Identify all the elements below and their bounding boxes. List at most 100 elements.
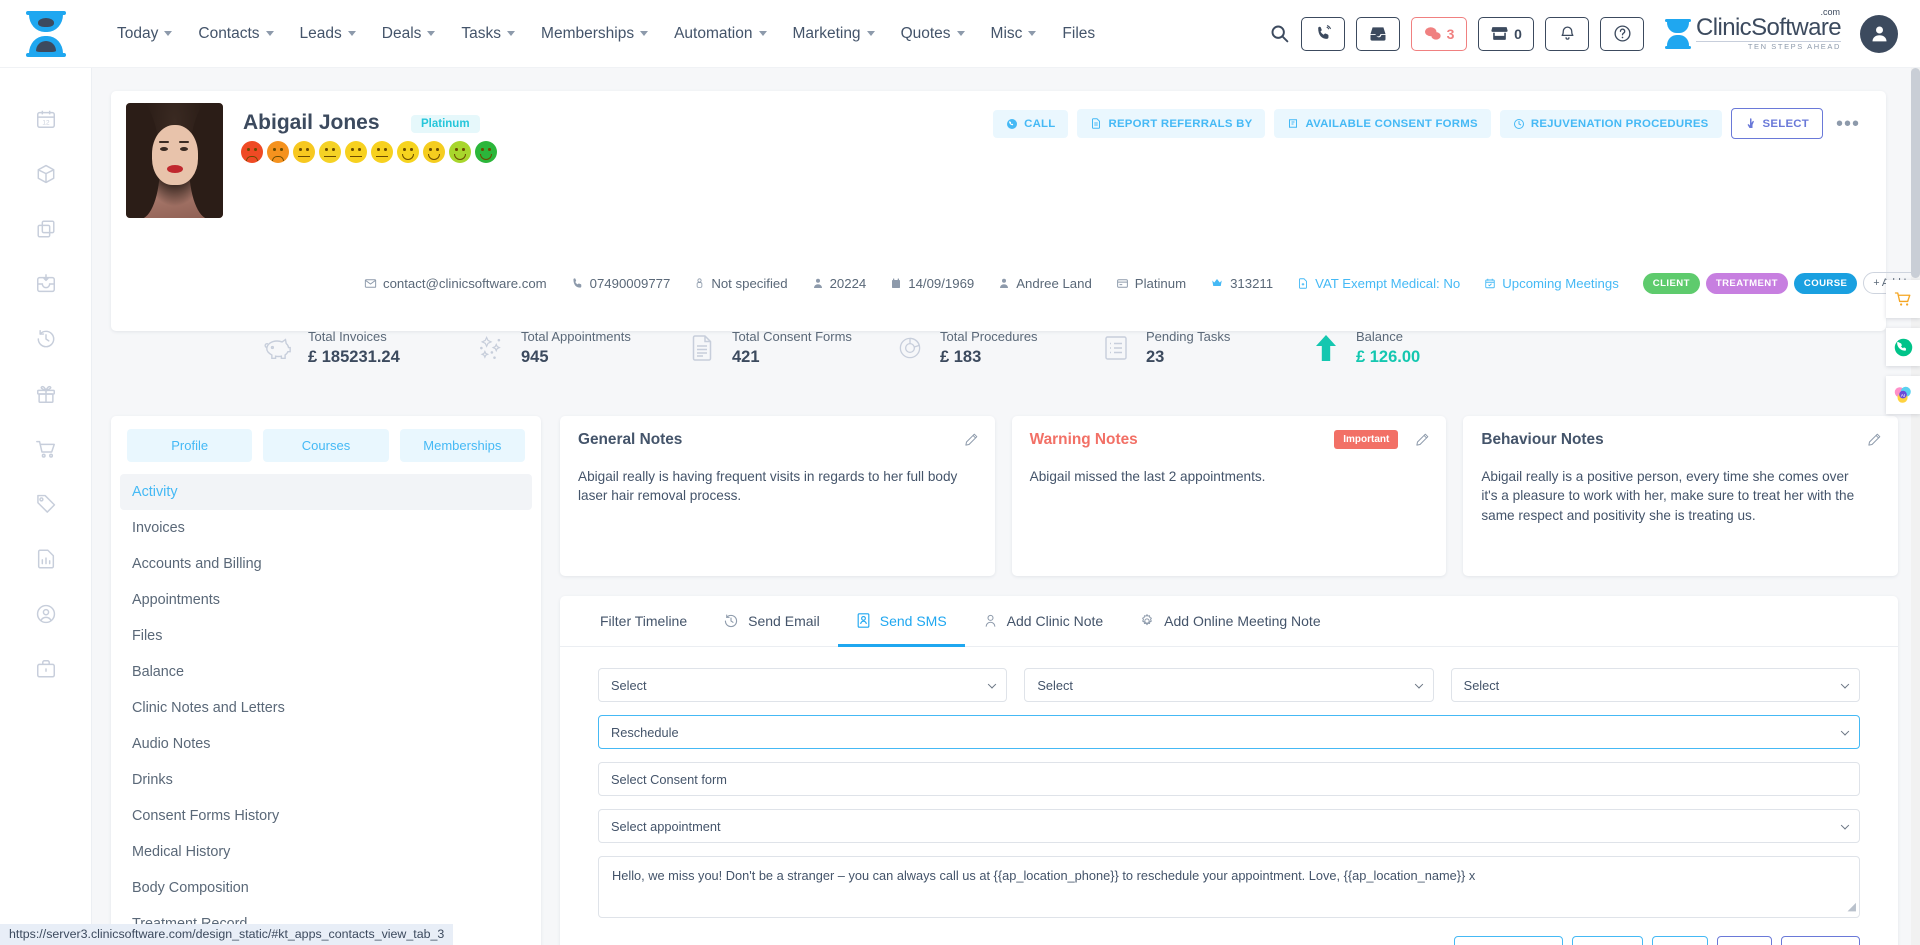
status-badge-treatment[interactable]: TREATMENT — [1705, 272, 1788, 294]
tab-filter-timeline[interactable]: Filter Timeline — [582, 597, 705, 647]
sidebar-item-consent-forms-history[interactable]: Consent Forms History — [132, 808, 280, 824]
sidebar-item-activity[interactable]: Activity — [120, 474, 532, 510]
call-shortcut-button[interactable] — [1886, 328, 1920, 366]
satisfaction-face-7[interactable] — [397, 141, 419, 163]
menu-item-deals[interactable]: Deals — [369, 15, 449, 53]
schedule-button[interactable]: Schedule — [1781, 936, 1860, 945]
satisfaction-face-5[interactable] — [345, 141, 367, 163]
inbox-download-icon[interactable] — [35, 273, 57, 295]
sidebar-item-drinks[interactable]: Drinks — [132, 772, 173, 788]
ai-assistant-button[interactable]: AI — [1886, 376, 1920, 414]
help-button[interactable] — [1600, 16, 1644, 51]
menu-item-today[interactable]: Today — [104, 15, 185, 53]
satisfaction-face-2[interactable] — [267, 141, 289, 163]
menu-item-marketing[interactable]: Marketing — [780, 15, 888, 53]
inbox-button[interactable] — [1356, 16, 1400, 51]
action-report-referrals-by[interactable]: REPORT REFERRALS BY — [1077, 109, 1266, 138]
sidebar-item-medical-history[interactable]: Medical History — [132, 844, 231, 860]
messages-button[interactable]: 3 — [1411, 16, 1467, 51]
menu-item-tasks[interactable]: Tasks — [448, 15, 528, 53]
sidebar-item-balance[interactable]: Balance — [132, 664, 185, 680]
notifications-button[interactable] — [1545, 16, 1589, 51]
history-icon[interactable] — [35, 328, 57, 350]
satisfaction-face-3[interactable] — [293, 141, 315, 163]
appointment-select[interactable]: Select appointment — [598, 809, 1860, 843]
copy-icon[interactable] — [35, 218, 57, 240]
satisfaction-face-8[interactable] — [423, 141, 445, 163]
menu-item-contacts[interactable]: Contacts — [185, 15, 286, 53]
tab-send-sms[interactable]: Send SMS — [837, 596, 965, 647]
menu-item-automation[interactable]: Automation — [661, 15, 779, 53]
cart-icon[interactable] — [35, 438, 57, 460]
preview-button[interactable]: Preview — [1572, 936, 1643, 945]
user-avatar[interactable] — [1860, 14, 1898, 53]
search-icon[interactable] — [1269, 23, 1290, 44]
sms-select-2[interactable]: Select — [1024, 668, 1434, 702]
sms-select-3[interactable]: Select — [1450, 668, 1860, 702]
action-select[interactable]: SELECT — [1730, 108, 1823, 139]
sidebar-item-body-composition[interactable]: Body Composition — [132, 880, 249, 896]
action-available-consent-forms[interactable]: AVAILABLE CONSENT FORMS — [1274, 109, 1491, 138]
meta-calendar-check[interactable]: Upcoming Meetings — [1484, 276, 1619, 291]
cart-shortcut-button[interactable] — [1886, 280, 1920, 318]
tab-add-clinic-note[interactable]: Add Clinic Note — [965, 597, 1122, 647]
resize-grip-icon[interactable]: ◢ — [1847, 900, 1856, 913]
status-badge-course[interactable]: COURSE — [1793, 272, 1858, 294]
sidebar-item-appointments[interactable]: Appointments — [132, 592, 220, 608]
menu-item-quotes[interactable]: Quotes — [888, 15, 978, 53]
satisfaction-rating[interactable] — [241, 141, 497, 163]
scrollbar-thumb[interactable] — [1911, 68, 1920, 278]
menu-item-misc[interactable]: Misc — [978, 15, 1050, 53]
briefcase-icon[interactable] — [35, 658, 57, 680]
satisfaction-face-9[interactable] — [449, 141, 471, 163]
action-call[interactable]: CALL — [993, 109, 1069, 138]
edit-pencil-icon[interactable] — [964, 432, 979, 452]
sidebar-item-accounts-and-billing[interactable]: Accounts and Billing — [132, 556, 262, 572]
box-icon[interactable] — [35, 163, 57, 185]
app-logo[interactable] — [0, 10, 92, 57]
sidebar-item-files[interactable]: Files — [132, 628, 163, 644]
tab-profile[interactable]: Profile — [127, 429, 253, 462]
satisfaction-face-10[interactable] — [475, 141, 497, 163]
gift-icon[interactable] — [35, 383, 57, 405]
sms-select-1[interactable]: Select — [598, 668, 1008, 702]
tab-send-email[interactable]: Send Email — [705, 597, 838, 647]
tab-add-online-meeting-note[interactable]: Add Online Meeting Note — [1121, 597, 1338, 647]
sms-template-select[interactable]: Reschedule — [598, 715, 1860, 749]
menu-item-memberships[interactable]: Memberships — [528, 15, 661, 53]
call-button[interactable] — [1301, 16, 1345, 51]
more-options-button[interactable]: ••• — [1835, 112, 1860, 135]
action-rejuvenation-procedures[interactable]: REJUVENATION PROCEDURES — [1499, 109, 1722, 138]
menu-item-files[interactable]: Files — [1049, 15, 1108, 53]
user-circle-icon[interactable] — [35, 603, 57, 625]
satisfaction-face-1[interactable] — [241, 141, 263, 163]
meta-text: Andree Land — [1016, 275, 1092, 291]
write-it-for-me-button[interactable]: Write It For Me — [1454, 936, 1564, 945]
page-scrollbar[interactable] — [1911, 68, 1920, 945]
fireworks-icon — [474, 334, 508, 362]
sidebar-item-invoices[interactable]: Invoices — [132, 520, 185, 536]
calendar-icon[interactable]: 12 — [35, 108, 57, 130]
clear-button[interactable]: Clear — [1651, 936, 1709, 945]
action-label: REPORT REFERRALS BY — [1108, 117, 1253, 130]
meta-file-medical[interactable]: VAT Exempt Medical: No — [1297, 276, 1460, 291]
edit-pencil-icon[interactable] — [1867, 432, 1882, 452]
store-button[interactable]: 0 — [1478, 16, 1534, 51]
sidebar-item-clinic-notes-and-letters[interactable]: Clinic Notes and Letters — [132, 700, 285, 716]
tab-memberships[interactable]: Memberships — [399, 429, 525, 462]
chevron-down-icon — [1414, 680, 1423, 689]
tag-icon[interactable] — [35, 493, 57, 515]
sms-message-textarea[interactable]: Hello, we miss you! Don't be a stranger … — [598, 856, 1860, 918]
satisfaction-face-6[interactable] — [371, 141, 393, 163]
status-badge-client[interactable]: CLIENT — [1642, 272, 1700, 294]
envelope-icon — [364, 277, 377, 290]
send-button[interactable]: Send — [1717, 936, 1773, 945]
satisfaction-face-4[interactable] — [319, 141, 341, 163]
consent-form-select[interactable]: Select Consent form — [598, 762, 1860, 796]
sidebar-item-audio-notes[interactable]: Audio Notes — [132, 736, 211, 752]
menu-item-leads[interactable]: Leads — [287, 15, 369, 53]
sms-select-3-value: Select — [1463, 677, 1500, 693]
edit-pencil-icon[interactable] — [1415, 432, 1430, 452]
report-chart-icon[interactable] — [35, 548, 57, 570]
tab-courses[interactable]: Courses — [263, 429, 389, 462]
